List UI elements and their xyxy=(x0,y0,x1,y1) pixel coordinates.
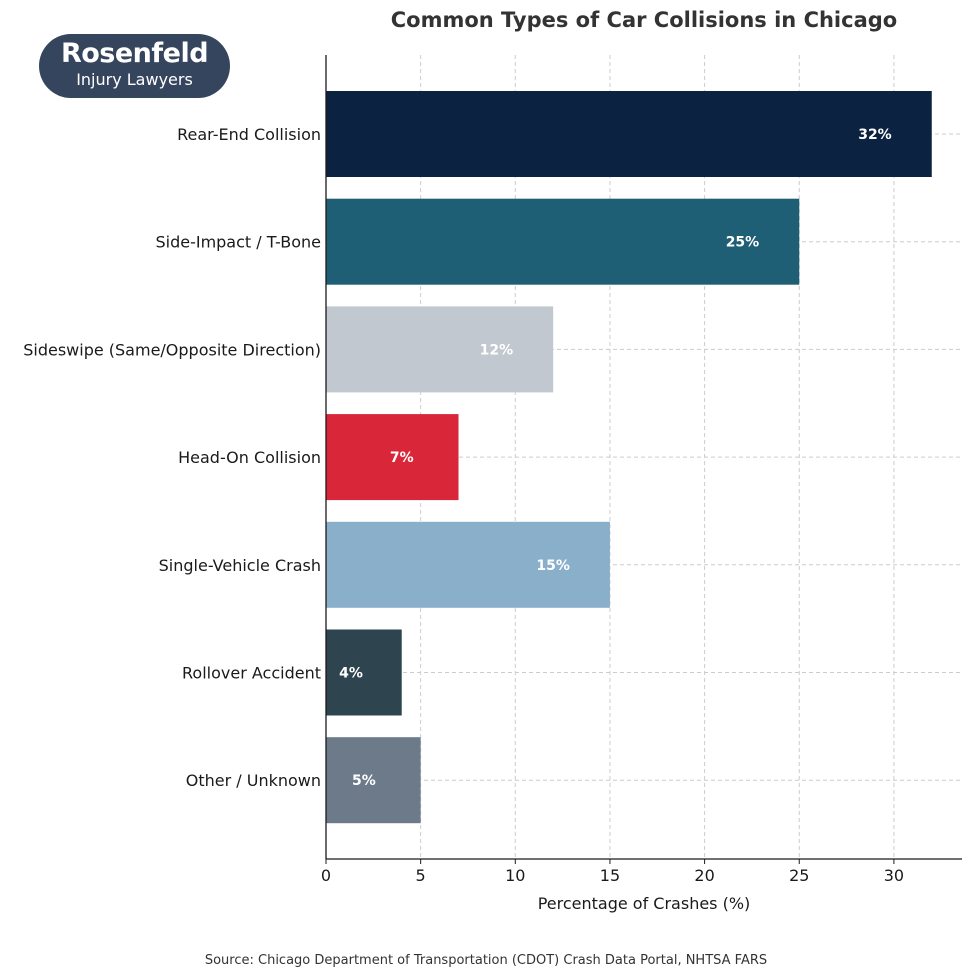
bars-group xyxy=(326,91,932,824)
value-label: 7% xyxy=(390,450,414,466)
value-label: 15% xyxy=(536,558,570,574)
bar-3 xyxy=(326,306,554,393)
bar-chart: Common Types of Car Collisions in Chicag… xyxy=(23,8,962,913)
value-label: 5% xyxy=(352,773,376,789)
x-tick-label: 5 xyxy=(416,866,426,885)
x-tick-label: 0 xyxy=(321,866,331,885)
chart-title: Common Types of Car Collisions in Chicag… xyxy=(391,8,897,32)
bar-5 xyxy=(326,521,610,608)
axes xyxy=(325,55,962,864)
category-label: Side-Impact / T-Bone xyxy=(155,233,321,252)
bar-2 xyxy=(326,198,800,285)
value-label: 4% xyxy=(339,666,363,682)
bar-6 xyxy=(326,629,402,716)
x-axis-label: Percentage of Crashes (%) xyxy=(538,894,751,913)
logo-name: Rosenfeld xyxy=(60,38,209,69)
category-label: Single-Vehicle Crash xyxy=(159,556,321,575)
x-tick-label: 25 xyxy=(789,866,809,885)
source-note: Source: Chicago Department of Transporta… xyxy=(204,953,768,968)
value-label: 12% xyxy=(480,342,514,358)
bar-7 xyxy=(326,737,421,824)
x-tick-label: 20 xyxy=(694,866,714,885)
x-tick-label: 10 xyxy=(505,866,525,885)
rosenfeld-logo: Rosenfeld Injury Lawyers xyxy=(39,34,230,98)
value-labels: 32% 25% 12% 7% 15% 4% 5% xyxy=(339,127,892,789)
value-label: 32% xyxy=(858,127,892,143)
category-label: Sideswipe (Same/Opposite Direction) xyxy=(23,340,321,359)
bar-1 xyxy=(326,91,932,177)
category-label: Rear-End Collision xyxy=(177,125,321,144)
bar-4 xyxy=(326,414,459,501)
x-tick-label: 30 xyxy=(884,866,904,885)
logo-tagline: Injury Lawyers xyxy=(76,70,193,89)
category-label: Rollover Accident xyxy=(182,664,321,683)
category-label: Other / Unknown xyxy=(186,771,321,790)
category-label: Head-On Collision xyxy=(178,448,321,467)
x-tick-label: 15 xyxy=(600,866,620,885)
category-labels: Rear-End Collision Side-Impact / T-Bone Si… xyxy=(23,125,321,790)
value-label: 25% xyxy=(726,235,760,251)
x-tick-labels: 0 5 10 15 20 25 30 xyxy=(321,866,904,885)
